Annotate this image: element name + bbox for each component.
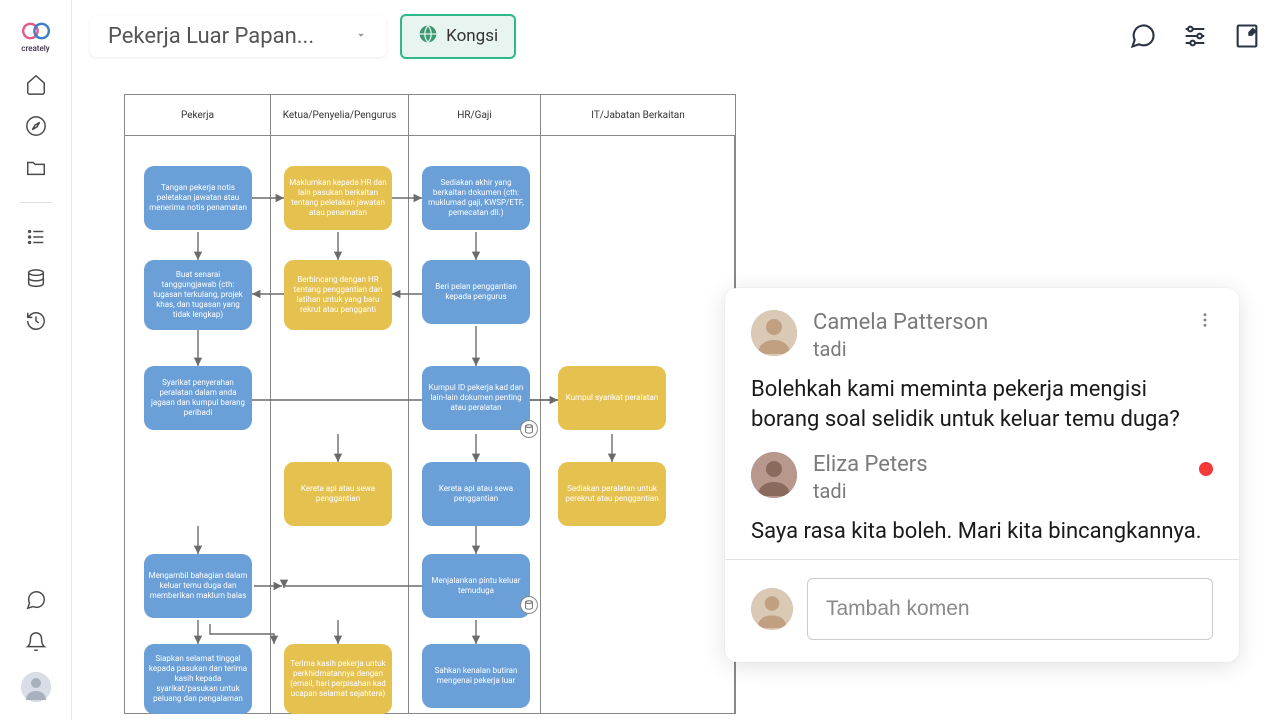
data-badge-icon[interactable] — [520, 420, 538, 438]
box-b11[interactable]: Kereta api atau sewa penggantian — [422, 462, 530, 526]
share-label: Kongsi — [446, 26, 498, 46]
divider — [725, 559, 1239, 560]
edit-icon[interactable] — [1233, 22, 1261, 50]
avatar — [751, 310, 797, 356]
comment-author: Camela Patterson — [813, 310, 988, 335]
avatar — [751, 588, 793, 630]
list-icon[interactable] — [24, 225, 48, 249]
box-b17[interactable]: Sahkan kenalan butiran mengenai pekerja … — [422, 644, 530, 708]
box-b12[interactable]: Sediakan peralatan untuk perekrut atau p… — [558, 462, 666, 526]
sidebar-divider — [20, 202, 52, 203]
box-b9[interactable]: Kumpul syarikat peralatan — [558, 366, 666, 430]
comment-input-row — [751, 578, 1213, 640]
avatar — [751, 452, 797, 498]
folder-icon[interactable] — [24, 156, 48, 180]
left-sidebar: creately — [0, 0, 72, 720]
doc-title-dropdown[interactable]: Pekerja Luar Papan... — [90, 16, 386, 57]
lane-header-1: Pekerja — [124, 94, 270, 136]
box-b3[interactable]: Sediakan akhir yang berkaitan dokumen (c… — [422, 166, 530, 230]
box-b4[interactable]: Buat senarai tanggungjawab (cth: tugasan… — [144, 260, 252, 330]
data-badge-icon[interactable] — [520, 596, 538, 614]
comment-body: Bolehkah kami meminta pekerja mengisi bo… — [751, 375, 1213, 434]
canvas[interactable]: Pekerja Ketua/Penyelia/Pengurus HR/Gaji … — [72, 72, 1279, 720]
logo[interactable]: creately — [18, 18, 54, 54]
share-button[interactable]: Kongsi — [400, 14, 516, 59]
doc-title: Pekerja Luar Papan... — [108, 24, 314, 49]
comment-icon[interactable] — [1129, 22, 1157, 50]
unread-dot — [1199, 462, 1213, 476]
box-b8[interactable]: Kumpul ID pekerja kad dan lain-lain doku… — [422, 366, 530, 430]
comment-time: tadi — [813, 479, 928, 503]
comment-time: tadi — [813, 337, 988, 361]
comment-panel: Camela Patterson tadi Bolehkah kami memi… — [725, 288, 1239, 662]
history-icon[interactable] — [24, 309, 48, 333]
user-avatar-small[interactable] — [21, 672, 51, 702]
globe-icon — [418, 24, 438, 49]
box-b13[interactable]: Mengambil bahagian dalam keluar temu dug… — [144, 554, 252, 618]
topbar: Pekerja Luar Papan... Kongsi — [72, 0, 1279, 72]
swimlane-diagram[interactable]: Pekerja Ketua/Penyelia/Pengurus HR/Gaji … — [124, 94, 736, 714]
logo-text: creately — [21, 44, 49, 53]
box-b5[interactable]: Berbincang dengan HR tentang penggantian… — [284, 260, 392, 330]
box-b7[interactable]: Syarikat penyerahan peralatan dalam anda… — [144, 366, 252, 430]
box-b1[interactable]: Tangan pekerja notis peletakan jawatan a… — [144, 166, 252, 230]
box-b16[interactable]: Terima kasih pekerja untuk perkhidmatann… — [284, 644, 392, 714]
bell-icon[interactable] — [24, 630, 48, 654]
box-b10[interactable]: Kereta api atau sewa penggantian — [284, 462, 392, 526]
box-b15[interactable]: Siapkan selamat tinggal kepada pasukan d… — [144, 644, 252, 714]
comment-body: Saya rasa kita boleh. Mari kita bincangk… — [751, 517, 1213, 547]
settings-icon[interactable] — [1181, 22, 1209, 50]
box-b6[interactable]: Beri pelan penggantian kepada pengurus — [422, 260, 530, 324]
database-icon[interactable] — [24, 267, 48, 291]
chevron-down-icon — [354, 27, 368, 46]
lane-header-3: HR/Gaji — [408, 94, 540, 136]
chat-icon[interactable] — [24, 588, 48, 612]
lane-header-2: Ketua/Penyelia/Pengurus — [270, 94, 408, 136]
home-icon[interactable] — [24, 72, 48, 96]
comment-2: Eliza Peters tadi Saya rasa kita boleh. … — [751, 452, 1213, 547]
comment-author: Eliza Peters — [813, 452, 928, 477]
box-b14[interactable]: Menjalankan pintu keluar temuduga — [422, 554, 530, 618]
lane-header-4: IT/Jabatan Berkaitan — [540, 94, 736, 136]
box-b2[interactable]: Maklumkan kepada HR dan lain pasukan ber… — [284, 166, 392, 230]
compass-icon[interactable] — [24, 114, 48, 138]
comment-1: Camela Patterson tadi Bolehkah kami memi… — [751, 310, 1213, 434]
more-icon[interactable] — [1193, 308, 1217, 332]
comment-input[interactable] — [807, 578, 1213, 640]
